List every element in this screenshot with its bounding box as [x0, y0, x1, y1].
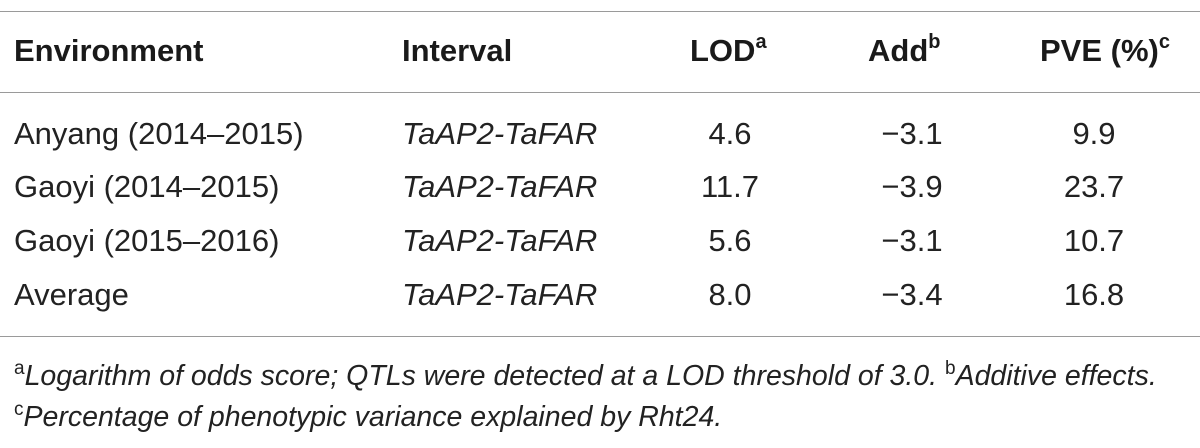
table-row-2-add: −3.1	[881, 223, 943, 258]
header-lod-label: LOD	[690, 33, 756, 68]
header-add-sup: b	[928, 30, 941, 53]
footnote-c-marker: c	[14, 398, 24, 420]
footnote-b-marker: b	[944, 357, 956, 379]
footnote-c-text: Percentage of phenotypic variance explai…	[23, 401, 723, 433]
header-lod-sup: a	[755, 30, 767, 53]
table-row-0-lod: 4.6	[708, 116, 752, 151]
table-top-rule	[0, 11, 1200, 12]
table-row-2-environment: Gaoyi (2015–2016)	[14, 223, 280, 258]
table-row-1-interval: TaAP2-TaFAR	[402, 169, 598, 204]
table-row-0-add: −3.1	[881, 116, 943, 151]
header-lod: LODa	[690, 30, 767, 69]
table-row-1-add: −3.9	[881, 169, 943, 204]
header-add-label: Add	[868, 33, 929, 68]
table-header-rule	[0, 92, 1200, 93]
table-row-3-lod: 8.0	[708, 277, 752, 312]
header-interval: Interval	[402, 33, 513, 68]
table-row-3-pve: 16.8	[1063, 277, 1125, 312]
header-pve: PVE (%)c	[1040, 30, 1170, 69]
header-pve-label: PVE (%)	[1040, 33, 1159, 68]
header-environment: Environment	[14, 33, 204, 68]
table-row-3-interval: TaAP2-TaFAR	[402, 277, 598, 312]
table-bottom-rule	[0, 336, 1200, 337]
table-row-1-lod: 11.7	[700, 169, 760, 204]
table-row-1-environment: Gaoyi (2014–2015)	[14, 169, 280, 204]
footnote-b-text: Additive effects.	[955, 360, 1157, 392]
table-row-0-interval: TaAP2-TaFAR	[402, 116, 598, 151]
table-row-2-lod: 5.6	[708, 223, 752, 258]
table-row-2-interval: TaAP2-TaFAR	[402, 223, 598, 258]
header-pve-sup: c	[1158, 30, 1170, 53]
table-row-3-add: −3.4	[881, 277, 943, 312]
table-row-1-pve: 23.7	[1063, 169, 1125, 204]
footnote-a-text: Logarithm of odds score; QTLs were detec…	[24, 360, 945, 392]
table-row-3-environment: Average	[14, 277, 129, 312]
table-footnotes: aLogarithm of odds score; QTLs were dete…	[14, 356, 1189, 438]
table-row-0-pve: 9.9	[1072, 116, 1116, 151]
table-row-0-environment: Anyang (2014–2015)	[14, 116, 304, 151]
table-row-2-pve: 10.7	[1063, 223, 1125, 258]
footnote-a-marker: a	[14, 357, 25, 379]
header-add: Addb	[868, 30, 941, 69]
